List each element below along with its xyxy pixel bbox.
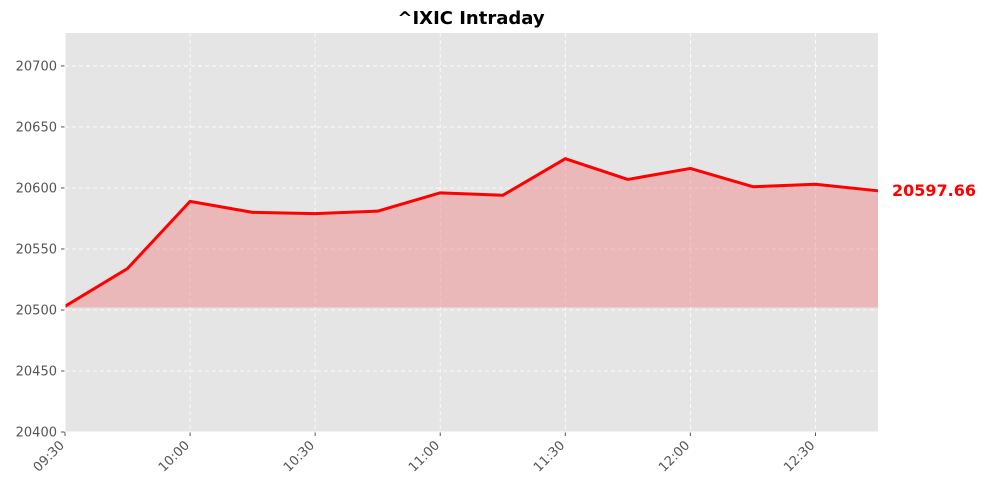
data-point: [314, 212, 317, 215]
area-path: [65, 158, 878, 308]
x-tick-label: 12:30: [781, 438, 818, 475]
x-tick-label: 09:30: [31, 438, 68, 475]
series-line: [64, 157, 880, 308]
plot-background: [65, 33, 878, 432]
chart-title: ^IXIC Intraday: [397, 8, 544, 29]
data-point: [251, 211, 254, 214]
y-tick-label: 20450: [16, 364, 57, 379]
x-tick-label: 10:00: [156, 438, 193, 475]
x-tick-label: 11:30: [531, 438, 568, 475]
series-polyline: [64, 157, 879, 308]
data-point: [689, 167, 692, 170]
last-value-label: 20597.66: [892, 181, 976, 200]
y-tick-label: 20600: [16, 181, 57, 196]
data-point: [751, 185, 754, 188]
x-tick-label: 11:00: [406, 438, 443, 475]
data-point: [189, 200, 192, 203]
x-tick-label: 10:30: [281, 438, 318, 475]
data-point: [439, 191, 442, 194]
x-tick-label: 12:00: [656, 438, 693, 475]
y-tick-label: 20500: [16, 303, 57, 318]
data-point: [376, 210, 379, 213]
y-tick-label: 20700: [16, 59, 57, 74]
data-point: [126, 267, 129, 270]
data-point: [564, 157, 567, 160]
data-point: [877, 189, 880, 192]
area-fill: [65, 158, 878, 308]
y-tick-label: 20400: [16, 426, 57, 441]
y-tick-label: 20550: [16, 242, 57, 257]
y-tick-label: 20650: [16, 120, 57, 135]
grid-lines: [64, 33, 878, 433]
axes: [61, 33, 878, 436]
data-point: [626, 178, 629, 181]
data-point: [501, 194, 504, 197]
data-point: [814, 183, 817, 186]
